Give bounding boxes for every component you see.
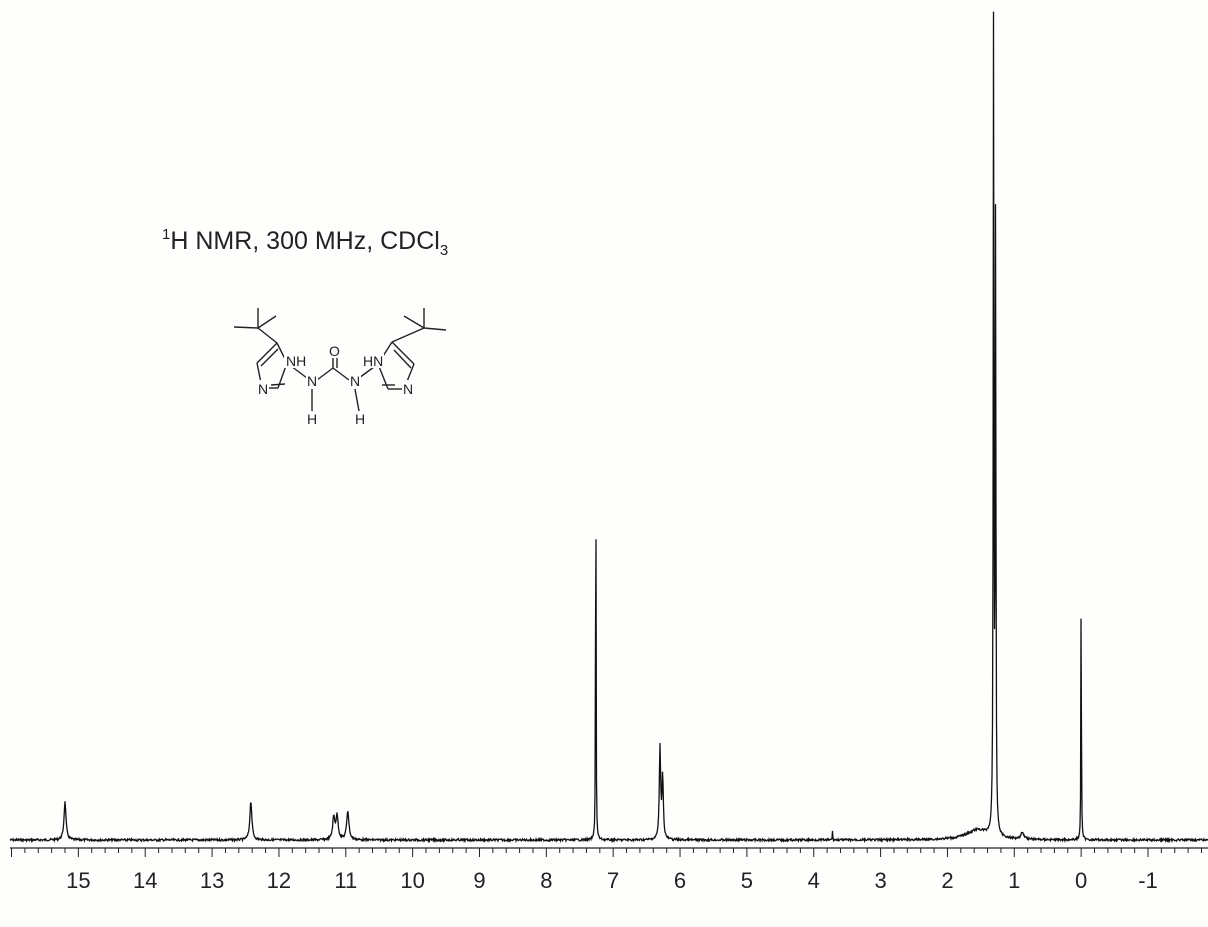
molecule-structure [233, 308, 447, 390]
molecule-atom-labels: NH O HN N N N N H H [257, 343, 414, 427]
atom-label-o: O [329, 343, 340, 359]
x-tick-label: 4 [808, 868, 820, 893]
x-tick-label: 11 [334, 868, 357, 893]
x-tick-label: 9 [473, 868, 485, 893]
title-main: H NMR, 300 MHz, CDCl [170, 227, 440, 255]
atom-label-n-right-urea: N [350, 373, 360, 389]
title-nucleus-mass: 1 [162, 226, 171, 243]
x-tick-label: 7 [607, 868, 619, 893]
atom-label-nh-left: NH [286, 353, 306, 369]
x-tick-label: -1 [1138, 868, 1158, 893]
x-tick-label: 15 [66, 868, 90, 893]
spectrum-layer [9, 11, 1208, 844]
spectrum-trace [9, 11, 1208, 844]
x-tick-label: 6 [674, 868, 686, 893]
chart-title: 1H NMR, 300 MHz, CDCl3 [162, 226, 448, 259]
atom-label-hn-right: HN [363, 353, 383, 369]
x-tick-label: 10 [400, 868, 424, 893]
x-tick-label: 2 [941, 868, 953, 893]
atom-label-h-left: H [307, 411, 317, 427]
x-tick-label: 8 [540, 868, 552, 893]
title-solvent-subscript: 3 [439, 242, 449, 259]
atom-label-n-left-urea: N [307, 373, 317, 389]
x-axis-ticks: 15 14 13 12 11 10 9 8 7 6 5 4 3 2 1 0 -1 [11, 848, 1202, 893]
x-tick-label: 3 [874, 868, 886, 893]
x-tick-label: 1 [1008, 868, 1020, 893]
x-tick-label: 0 [1075, 868, 1087, 893]
x-tick-label: 5 [741, 868, 753, 893]
atom-label-h-right: H [355, 411, 365, 427]
atom-label-n-left-ring: N [258, 381, 268, 397]
atom-label-n-right-ring: N [403, 381, 413, 397]
x-tick-label: 13 [200, 868, 224, 893]
x-tick-label: 12 [267, 868, 291, 893]
x-tick-label: 14 [133, 868, 157, 893]
